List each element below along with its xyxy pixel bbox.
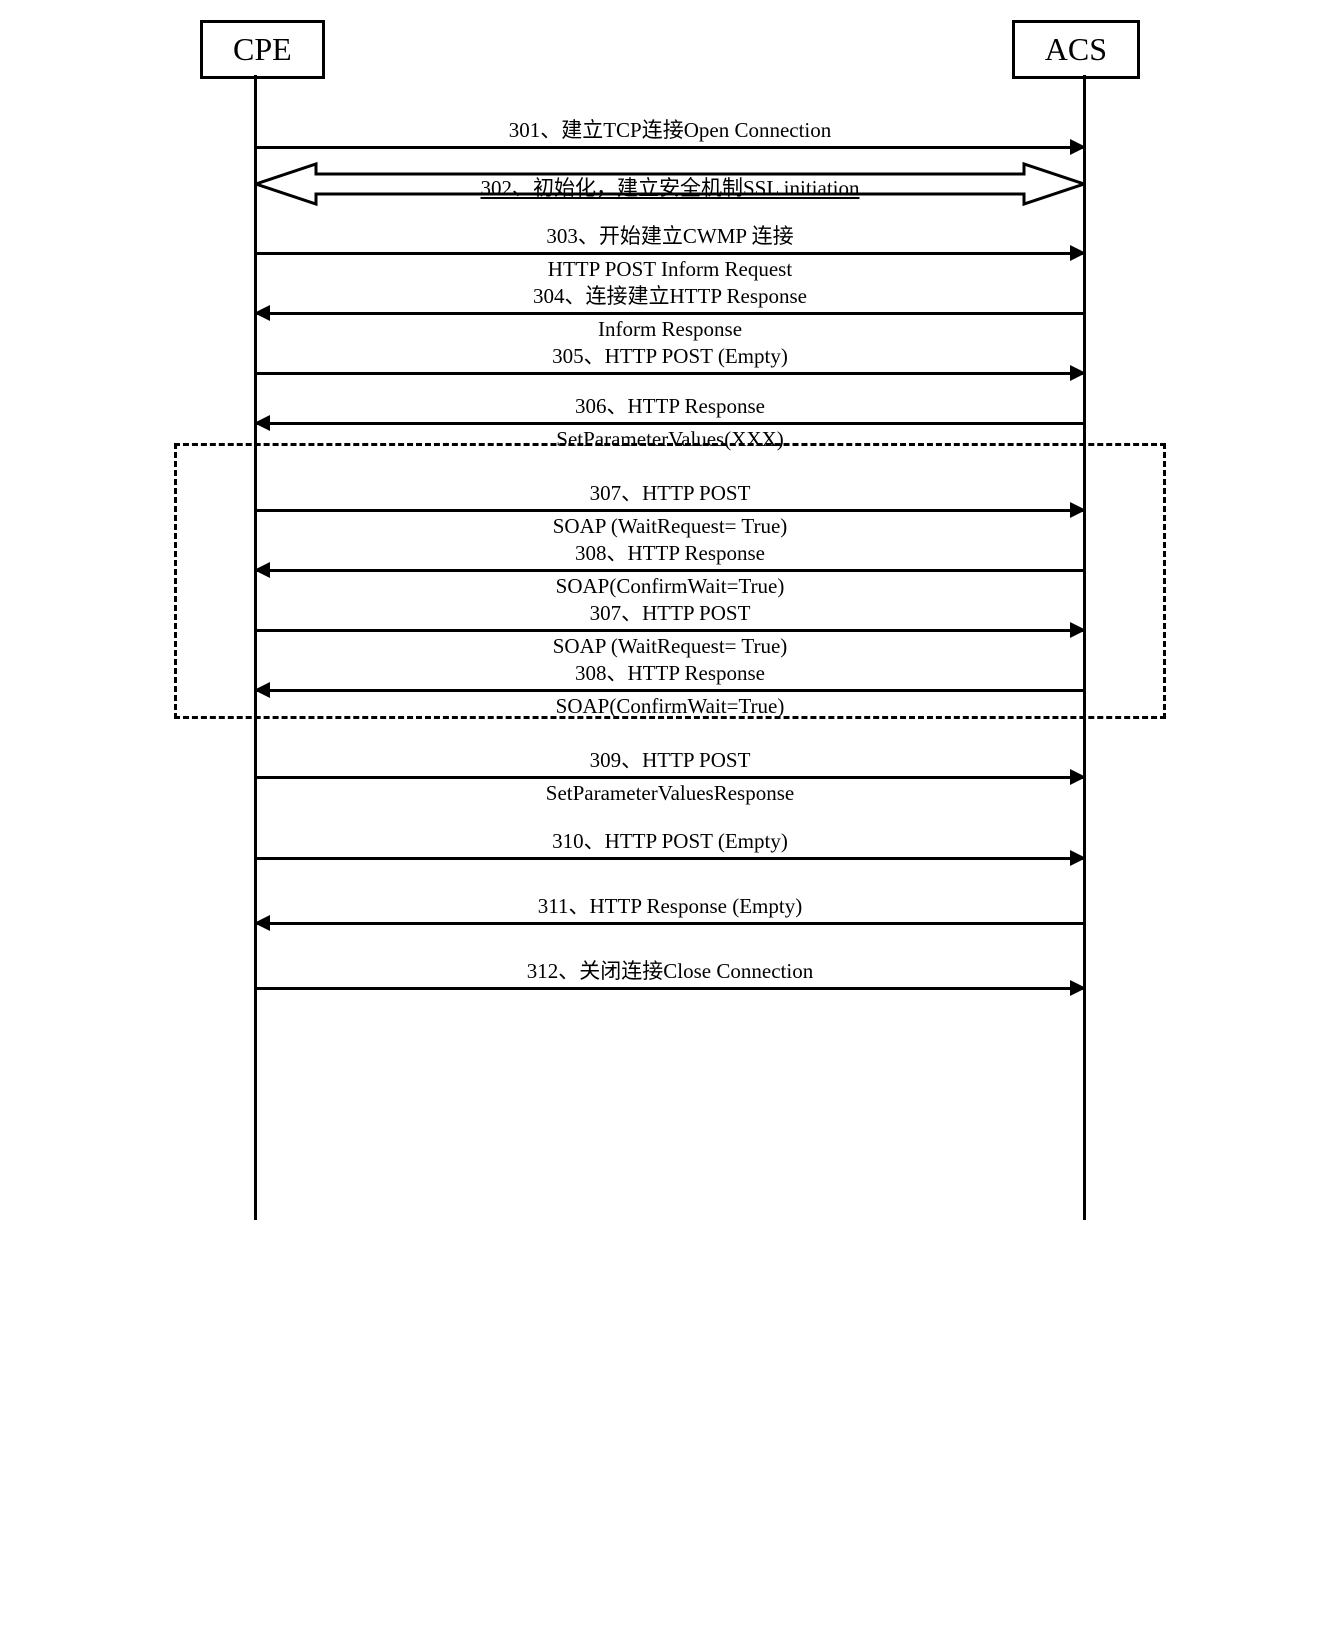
msg-307b: 307、HTTP POST SOAP (WaitRequest= True) xyxy=(256,597,1084,659)
msg-309-subtext: SetParameterValuesResponse xyxy=(256,781,1084,806)
arrow-left-icon xyxy=(256,422,1084,425)
msg-301-text: 301、建立TCP连接Open Connection xyxy=(256,114,1084,144)
msg-308b: 308、HTTP Response SOAP(ConfirmWait=True) xyxy=(256,657,1084,719)
msg-305: 305、HTTP POST (Empty) xyxy=(256,340,1084,375)
msg-308b-subtext: SOAP(ConfirmWait=True) xyxy=(256,694,1084,719)
arrow-left-icon xyxy=(256,922,1084,925)
msg-302-text: 302、初始化，建立安全机制SSL initiation xyxy=(256,172,1084,202)
actor-acs-label: ACS xyxy=(1045,31,1107,67)
msg-311-text: 311、HTTP Response (Empty) xyxy=(256,890,1084,920)
msg-307a-text: 307、HTTP POST xyxy=(256,477,1084,507)
msg-308a-subtext: SOAP(ConfirmWait=True) xyxy=(256,574,1084,599)
msg-311: 311、HTTP Response (Empty) xyxy=(256,890,1084,925)
msg-303: 303、开始建立CWMP 连接 HTTP POST Inform Request xyxy=(256,220,1084,282)
msg-307b-text: 307、HTTP POST xyxy=(256,597,1084,627)
msg-308a: 308、HTTP Response SOAP(ConfirmWait=True) xyxy=(256,537,1084,599)
msg-308a-text: 308、HTTP Response xyxy=(256,537,1084,567)
msg-302: 302、初始化，建立安全机制SSL initiation xyxy=(256,160,1084,208)
arrow-right-icon xyxy=(256,509,1084,512)
msg-307a-subtext: SOAP (WaitRequest= True) xyxy=(256,514,1084,539)
msg-310: 310、HTTP POST (Empty) xyxy=(256,825,1084,860)
msg-307b-subtext: SOAP (WaitRequest= True) xyxy=(256,634,1084,659)
msg-310-text: 310、HTTP POST (Empty) xyxy=(256,825,1084,855)
msg-301: 301、建立TCP连接Open Connection xyxy=(256,114,1084,149)
arrow-right-icon xyxy=(256,146,1084,149)
sequence-diagram: CPE ACS 301、建立TCP连接Open Connection 302、初… xyxy=(180,20,1160,1220)
msg-303-subtext: HTTP POST Inform Request xyxy=(256,257,1084,282)
msg-306: 306、HTTP Response SetParameterValues(XXX… xyxy=(256,390,1084,452)
actor-acs: ACS xyxy=(1012,20,1140,79)
msg-306-subtext: SetParameterValues(XXX) xyxy=(256,427,1084,452)
msg-304-subtext: Inform Response xyxy=(256,317,1084,342)
arrow-left-icon xyxy=(256,312,1084,315)
actor-cpe: CPE xyxy=(200,20,325,79)
msg-312-text: 312、关闭连接Close Connection xyxy=(256,955,1084,985)
actor-cpe-label: CPE xyxy=(233,31,292,67)
arrow-right-icon xyxy=(256,776,1084,779)
msg-303-text: 303、开始建立CWMP 连接 xyxy=(256,220,1084,250)
msg-305-text: 305、HTTP POST (Empty) xyxy=(256,340,1084,370)
msg-304-text: 304、连接建立HTTP Response xyxy=(256,280,1084,310)
arrow-left-icon xyxy=(256,689,1084,692)
arrow-right-icon xyxy=(256,252,1084,255)
arrow-right-icon xyxy=(256,372,1084,375)
msg-309-text: 309、HTTP POST xyxy=(256,744,1084,774)
msg-308b-text: 308、HTTP Response xyxy=(256,657,1084,687)
msg-312: 312、关闭连接Close Connection xyxy=(256,955,1084,990)
msg-304: 304、连接建立HTTP Response Inform Response xyxy=(256,280,1084,342)
arrow-right-icon xyxy=(256,987,1084,990)
arrow-left-icon xyxy=(256,569,1084,572)
arrow-right-icon xyxy=(256,629,1084,632)
msg-309: 309、HTTP POST SetParameterValuesResponse xyxy=(256,744,1084,806)
msg-306-text: 306、HTTP Response xyxy=(256,390,1084,420)
msg-307a: 307、HTTP POST SOAP (WaitRequest= True) xyxy=(256,477,1084,539)
arrow-right-icon xyxy=(256,857,1084,860)
